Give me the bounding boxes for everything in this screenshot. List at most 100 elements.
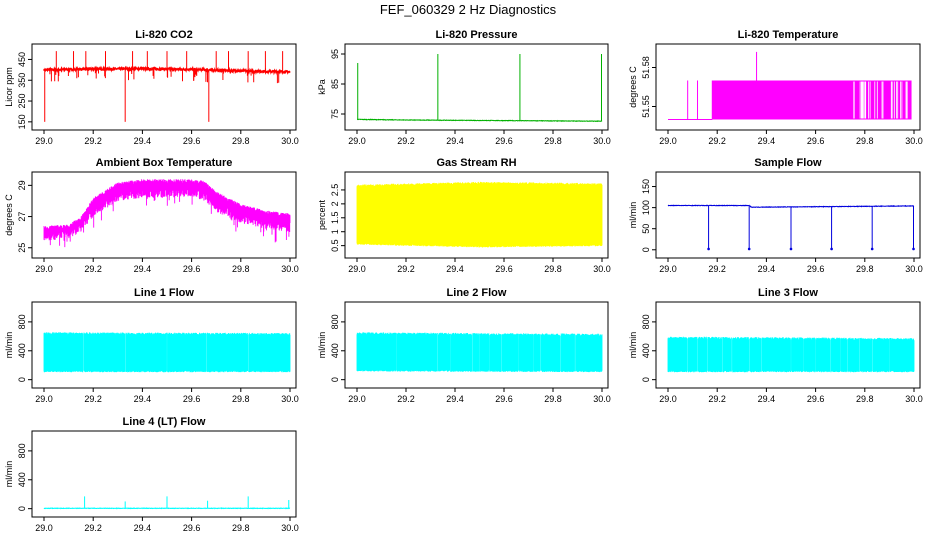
line-1-flow-ylabel: ml/min [4,332,14,359]
li-820-pressure-panel: Li-820 Pressure 29.0 29.2 29.4 29.6 29.8 30.0 7… [317,29,611,146]
li-820-pressure-ytick-label: 85 [330,79,340,89]
line-2-flow-xtick-label: 29.0 [348,394,366,404]
line-4-lt-flow-ytick-label: 0 [17,506,27,511]
panels-container: Li-820 CO2 29.0 29.2 29.4 29.6 29.8 30.0 150 250… [4,29,923,533]
li-820-temperature-gaps [853,81,908,119]
sample-flow-dip-point [830,247,833,251]
sample-flow-ytick-label: 0 [641,247,651,252]
gas-stream-rh-frame [344,171,609,259]
line-3-flow-xtick-label: 29.2 [708,394,726,404]
gas-stream-rh-ytick-label: 1 [330,229,340,234]
li-820-co2-noise-ticks [49,68,280,84]
line-2-flow-xtick-label: 29.2 [397,394,415,404]
line-4-lt-flow-ytick-label: 800 [17,443,27,458]
ambient-box-temperature-panel: Ambient Box Temperature 29.0 29.2 29.4 29.6 2… [4,157,299,274]
sample-flow-series-line [667,204,915,209]
line-1-flow-ytick-label: 800 [17,314,27,329]
line-1-flow-xtick-label: 29.6 [183,394,201,404]
li-820-pressure-xtick-label: 29.8 [544,136,562,146]
line-2-flow-xtick-label: 29.8 [544,394,562,404]
li-820-temperature-xtick-label: 29.0 [659,136,677,146]
ambient-box-temperature-xtick-label: 29.2 [84,264,102,274]
li-820-co2-title: Li-820 CO2 [135,29,192,41]
line-1-flow-xtick-label: 29.8 [232,394,250,404]
li-820-co2-xtick-label: 29.0 [35,136,53,146]
li-820-co2-ytick-label: 250 [17,94,27,109]
line-4-lt-flow-xtick-label: 29.0 [35,523,53,533]
line-1-flow-ytick-label: 0 [17,377,27,382]
gas-stream-rh-panel: Gas Stream RH 29.0 29.2 29.4 29.6 29.8 30.0 0.5… [317,157,611,274]
sample-flow-ytick-label: 150 [641,179,651,194]
line-3-flow-xtick-label: 30.0 [905,394,923,404]
gas-stream-rh-ytick-label: 0.5 [330,239,340,252]
li-820-pressure-ytick-label: 95 [330,49,340,59]
li-820-pressure-xtick-label: 29.6 [495,136,513,146]
line-4-lt-flow-title: Line 4 (LT) Flow [123,416,206,428]
gas-stream-rh-xtick-label: 29.8 [544,264,562,274]
line-3-flow-ylabel: ml/min [628,332,638,359]
li-820-co2-xtick-label: 29.6 [183,136,201,146]
line-4-lt-flow-xtick-label: 29.8 [232,523,250,533]
li-820-co2-xtick-label: 29.4 [134,136,152,146]
li-820-pressure-xtick-label: 29.4 [446,136,464,146]
li-820-pressure-title: Li-820 Pressure [436,29,518,41]
line-2-flow-xtick-label: 29.4 [446,394,464,404]
line-1-flow-title: Line 1 Flow [134,287,194,299]
line-2-flow-xtick-label: 29.6 [495,394,513,404]
ambient-box-temperature-xtick-label: 29.0 [35,264,53,274]
line-3-flow-xtick-label: 29.8 [856,394,874,404]
gas-stream-rh-xtick-label: 30.0 [593,264,611,274]
line-2-flow-frame [344,301,609,389]
line-2-flow-data-band [356,332,603,373]
li-820-pressure-frame [344,43,609,131]
line-1-flow-frame [31,301,297,389]
gas-stream-rh-xtick-label: 29.2 [397,264,415,274]
li-820-pressure-ylabel: kPa [317,79,327,95]
line-2-flow-ytick-label: 800 [330,314,340,329]
sample-flow-title: Sample Flow [754,157,822,169]
sample-flow-xtick-label: 30.0 [905,264,923,274]
line-4-lt-flow-ylabel: ml/min [4,461,14,488]
li-820-temperature-title: Li-820 Temperature [738,29,839,41]
line-1-flow-xtick-label: 29.0 [35,394,53,404]
ambient-box-temperature-data-band [43,179,291,248]
ambient-box-temperature-ylabel: degrees C [4,194,14,236]
li-820-temperature-xtick-label: 29.6 [807,136,825,146]
line-1-flow-data-band [43,332,291,373]
sample-flow-dip-point [789,247,793,251]
li-820-temperature-ytick-label: 51.58 [641,56,651,79]
li-820-temperature-frame [655,43,921,131]
line-1-flow-xtick-label: 29.2 [84,394,102,404]
line-3-flow-xtick-label: 29.6 [807,394,825,404]
line-3-flow-data-band [667,336,915,373]
sample-flow-xtick-label: 29.2 [708,264,726,274]
line-3-flow-ytick-label: 0 [641,377,651,382]
li-820-temperature-xtick-label: 29.8 [856,136,874,146]
li-820-temperature-xtick-label: 30.0 [905,136,923,146]
li-820-co2-frame [31,43,297,131]
line-4-lt-flow-panel: Line 4 (LT) Flow 29.0 29.2 29.4 29.6 29.8 30.0… [4,416,299,533]
line-2-flow-xtick-label: 30.0 [593,394,611,404]
sample-flow-xtick-label: 29.0 [659,264,677,274]
gas-stream-rh-data-band [356,181,603,248]
line-2-flow-panel: Line 2 Flow 29.0 29.2 29.4 29.6 29.8 30.0 0 400 8… [317,287,611,404]
li-820-pressure-ytick-label: 75 [330,109,340,119]
li-820-pressure-series-line [356,118,603,123]
ambient-box-temperature-xtick-label: 30.0 [281,264,299,274]
line-4-lt-flow-xtick-label: 29.4 [134,523,152,533]
line-2-flow-ylabel: ml/min [317,332,327,359]
gas-stream-rh-ytick-label: 2 [330,201,340,206]
sample-flow-xtick-label: 29.4 [758,264,776,274]
li-820-pressure-xtick-label: 30.0 [593,136,611,146]
li-820-co2-ytick-label: 150 [17,114,27,129]
line-4-lt-flow-xtick-label: 30.0 [281,523,299,533]
line-3-flow-ytick-label: 800 [641,314,651,329]
sample-flow-dip-point [707,247,710,251]
sample-flow-dip-point [870,247,874,251]
li-820-co2-ytick-label: 450 [17,52,27,67]
line-1-flow-panel: Line 1 Flow 29.0 29.2 29.4 29.6 29.8 30.0 0 400 8… [4,287,299,404]
line-1-flow-ytick-label: 400 [17,343,27,358]
line-3-flow-panel: Line 3 Flow 29.0 29.2 29.4 29.6 29.8 30.0 0 400 8… [628,287,923,404]
line-4-lt-flow-xtick-label: 29.6 [183,523,201,533]
line-1-flow-xtick-label: 29.4 [134,394,152,404]
